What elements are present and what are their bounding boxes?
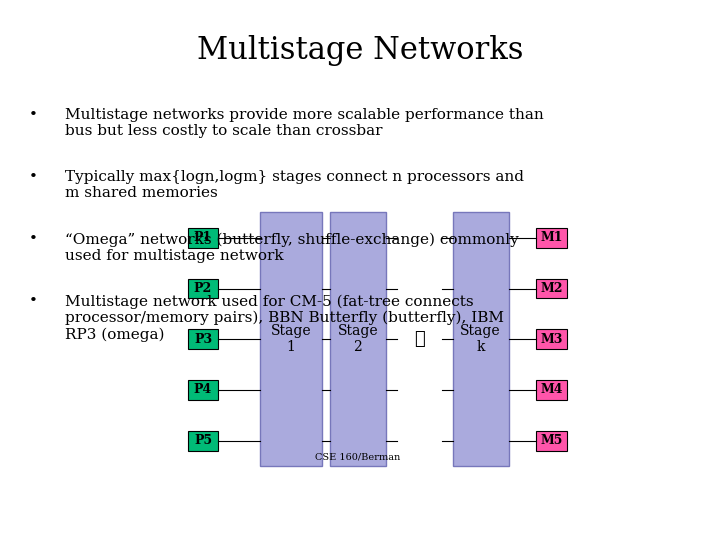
Text: •: •	[29, 170, 37, 184]
Bar	[536, 329, 567, 349]
Text: P5: P5	[194, 434, 212, 447]
Bar	[453, 212, 508, 466]
Bar	[188, 228, 218, 248]
Text: M2: M2	[541, 282, 563, 295]
Text: M3: M3	[541, 333, 563, 346]
Text: M1: M1	[541, 231, 563, 244]
Text: P2: P2	[194, 282, 212, 295]
Text: Multistage networks provide more scalable performance than
bus but less costly t: Multistage networks provide more scalabl…	[65, 108, 544, 138]
Text: •: •	[29, 232, 37, 246]
Bar	[536, 380, 567, 400]
Text: “Omega” networks (butterfly, shuffle-exchange) commonly
used for multistage netw: “Omega” networks (butterfly, shuffle-exc…	[65, 232, 518, 263]
Text: Stage
k: Stage k	[460, 324, 501, 354]
Bar	[188, 279, 218, 299]
Bar	[330, 212, 386, 466]
Text: ⋯: ⋯	[414, 330, 425, 348]
Text: M5: M5	[541, 434, 563, 447]
Text: Typically max{logn,logm} stages connect n processors and
m shared memories: Typically max{logn,logm} stages connect …	[65, 170, 523, 200]
Text: M4: M4	[541, 383, 563, 396]
Bar	[536, 228, 567, 248]
Text: CSE 160/Berman: CSE 160/Berman	[315, 453, 400, 462]
Bar	[188, 431, 218, 451]
Text: •: •	[29, 294, 37, 308]
Text: Multistage network used for CM-5 (fat-tree connects
processor/memory pairs), BBN: Multistage network used for CM-5 (fat-tr…	[65, 294, 504, 342]
Text: •: •	[29, 108, 37, 122]
Text: Stage
2: Stage 2	[338, 324, 378, 354]
Bar	[188, 380, 218, 400]
Text: P3: P3	[194, 333, 212, 346]
Text: Stage
1: Stage 1	[271, 324, 311, 354]
Text: Multistage Networks: Multistage Networks	[197, 35, 523, 66]
Text: P4: P4	[194, 383, 212, 396]
Bar	[536, 279, 567, 299]
Bar	[260, 212, 322, 466]
Bar	[188, 329, 218, 349]
Bar	[536, 431, 567, 451]
Text: P1: P1	[194, 231, 212, 244]
